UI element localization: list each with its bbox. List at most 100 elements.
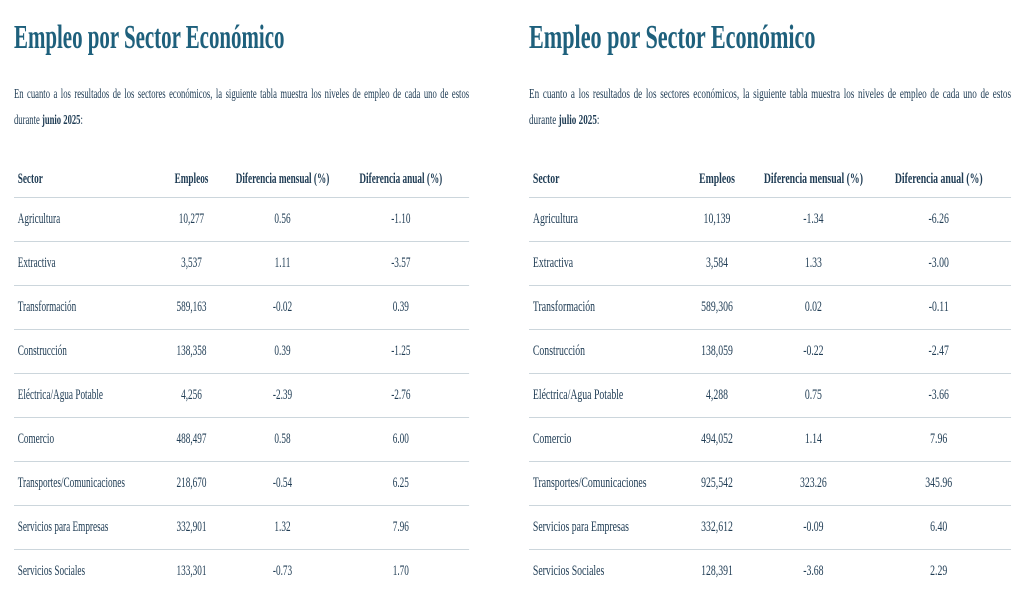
- diferencia-mensual-cell: -2.39: [272, 387, 293, 403]
- diferencia-mensual-cell: 1.32: [274, 519, 291, 535]
- sector-cell: Transportes/Comunicaciones: [532, 475, 647, 491]
- empleos-cell: 138,358: [176, 343, 207, 359]
- sector-cell: Comercio: [532, 431, 572, 447]
- intro-text: En cuanto a los resultados de los sector…: [14, 87, 470, 102]
- intro-paragraph: En cuanto a los resultados de los sector…: [529, 82, 1011, 134]
- empleos-cell: 10,139: [703, 211, 731, 227]
- empleos-cell: 925,542: [701, 475, 733, 491]
- empleos-cell: 138,059: [701, 343, 733, 359]
- intro-paragraph: En cuanto a los resultados de los sector…: [14, 82, 469, 134]
- empleos-cell: 133,301: [176, 563, 207, 579]
- empleos-cell: 128,391: [701, 563, 733, 579]
- diferencia-mensual-cell: 0.39: [274, 343, 291, 359]
- diferencia-anual-cell: -3.66: [928, 387, 949, 403]
- diferencia-anual-cell: -3.57: [391, 255, 411, 271]
- intro-tail: durante: [529, 113, 559, 128]
- intro-tail: durante: [14, 113, 42, 128]
- empleos-cell: 332,612: [701, 519, 733, 535]
- sector-cell: Transformación: [532, 299, 595, 315]
- intro-suffix: :: [80, 113, 83, 128]
- diferencia-anual-cell: -0.11: [928, 299, 949, 315]
- table-row: Transportes/Comunicaciones 925,542 323.26 3…: [529, 462, 1012, 506]
- intro-suffix: :: [596, 113, 600, 128]
- empleos-cell: 494,052: [701, 431, 733, 447]
- diferencia-anual-cell: 2.29: [930, 563, 948, 579]
- sector-cell: Servicios Sociales: [532, 563, 605, 579]
- diferencia-anual-cell: -6.26: [928, 211, 949, 227]
- table-row: Agricultura 10,277 0.56 -1.10: [14, 198, 470, 242]
- empleos-cell: 4,256: [181, 387, 202, 403]
- empleos-cell: 4,288: [705, 387, 728, 403]
- column-header-diferencia-anual: Diferencia anual (%): [894, 171, 983, 187]
- empleos-cell: 3,537: [181, 255, 202, 271]
- section-title: Empleo por Sector Económico: [14, 19, 285, 56]
- table-row: Comercio 488,497 0.58 6.00: [14, 418, 470, 462]
- sector-cell: Construcción: [532, 343, 586, 359]
- column-header-diferencia-anual: Diferencia anual (%): [359, 171, 443, 187]
- diferencia-mensual-cell: -0.02: [272, 299, 293, 315]
- diferencia-mensual-cell: -0.09: [803, 519, 824, 535]
- diferencia-mensual-cell: 323.26: [799, 475, 827, 491]
- diferencia-mensual-cell: 1.11: [274, 255, 291, 271]
- table-row: Servicios Sociales 128,391 -3.68 2.29: [529, 550, 1011, 593]
- table-row: Eléctrica/Agua Potable 4,256 -2.39 -2.76: [14, 374, 470, 418]
- table-row: Comercio 494,052 1.14 7.96: [529, 418, 1012, 462]
- sector-cell: Servicios para Empresas: [17, 519, 109, 535]
- diferencia-anual-cell: -3.00: [928, 255, 949, 271]
- report-section-july: Empleo por Sector Económico En cuanto a …: [529, 0, 1012, 593]
- report-section-june: Empleo por Sector Económico En cuanto a …: [14, 0, 470, 593]
- sector-cell: Transformación: [17, 299, 77, 315]
- diferencia-anual-cell: 6.25: [392, 475, 409, 491]
- empleos-cell: 488,497: [176, 431, 207, 447]
- empleos-cell: 3,584: [705, 255, 728, 271]
- table-row: Agricultura 10,139 -1.34 -6.26: [529, 198, 1012, 242]
- empleos-cell: 589,306: [701, 299, 733, 315]
- employment-table-july: Sector Empleos Diferencia mensual (%) Di…: [529, 158, 1012, 593]
- diferencia-anual-cell: 7.96: [930, 431, 948, 447]
- table-header-row: Sector Empleos Diferencia mensual (%) Di…: [529, 158, 1012, 198]
- diferencia-anual-cell: -1.10: [391, 211, 411, 227]
- diferencia-mensual-cell: -0.22: [803, 343, 824, 359]
- sector-cell: Agricultura: [532, 211, 578, 227]
- table-row: Transportes/Comunicaciones 218,670 -0.54 6.…: [14, 462, 470, 506]
- diferencia-mensual-cell: 0.75: [804, 387, 822, 403]
- column-header-empleos: Empleos: [174, 171, 209, 187]
- sector-cell: Construcción: [17, 343, 67, 359]
- sector-cell: Extractiva: [532, 255, 574, 271]
- table-row: Construcción 138,059 -0.22 -2.47: [529, 330, 1012, 374]
- diferencia-anual-cell: -2.76: [391, 387, 411, 403]
- table-row: Eléctrica/Agua Potable 4,288 0.75 -3.66: [529, 374, 1012, 418]
- table-body: Agricultura 10,139 -1.34 -6.26 Extractiva 3,5…: [529, 198, 1012, 593]
- diferencia-mensual-cell: -1.34: [803, 211, 824, 227]
- table-row: Transformación 589,163 -0.02 0.39: [14, 286, 470, 330]
- table-row: Construcción 138,358 0.39 -1.25: [14, 330, 470, 374]
- employment-table-june: Sector Empleos Diferencia mensual (%) Di…: [14, 158, 470, 593]
- diferencia-anual-cell: 1.70: [392, 563, 409, 579]
- sector-cell: Servicios para Empresas: [532, 519, 629, 535]
- sector-cell: Transportes/Comunicaciones: [17, 475, 125, 491]
- column-header-sector: Sector: [17, 171, 43, 187]
- diferencia-mensual-cell: 0.58: [274, 431, 291, 447]
- table-row: Servicios para Empresas 332,612 -0.09 6.40: [529, 506, 1012, 550]
- table-body: Agricultura 10,277 0.56 -1.10 Extractiva 3,53…: [14, 198, 470, 593]
- diferencia-mensual-cell: 0.56: [274, 211, 291, 227]
- intro-month-bold: junio 2025: [41, 113, 81, 128]
- diferencia-anual-cell: -1.25: [391, 343, 411, 359]
- column-header-diferencia-mensual: Diferencia mensual (%): [235, 171, 330, 187]
- table-row: Transformación 589,306 0.02 -0.11: [529, 286, 1012, 330]
- diferencia-mensual-cell: 0.02: [804, 299, 822, 315]
- table-row: Servicios para Empresas 332,901 1.32 7.96: [14, 506, 470, 550]
- column-header-empleos: Empleos: [699, 171, 735, 187]
- intro-text: En cuanto a los resultados de los sector…: [529, 87, 1012, 102]
- sector-cell: Eléctrica/Agua Potable: [532, 387, 624, 403]
- empleos-cell: 218,670: [176, 475, 207, 491]
- diferencia-mensual-cell: -0.73: [272, 563, 293, 579]
- empleos-cell: 10,277: [178, 211, 205, 227]
- sector-cell: Extractiva: [17, 255, 56, 271]
- diferencia-mensual-cell: 1.14: [804, 431, 822, 447]
- diferencia-anual-cell: 7.96: [392, 519, 409, 535]
- diferencia-mensual-cell: 1.33: [804, 255, 822, 271]
- empleos-cell: 332,901: [176, 519, 207, 535]
- diferencia-anual-cell: 0.39: [392, 299, 409, 315]
- sector-cell: Eléctrica/Agua Potable: [17, 387, 103, 403]
